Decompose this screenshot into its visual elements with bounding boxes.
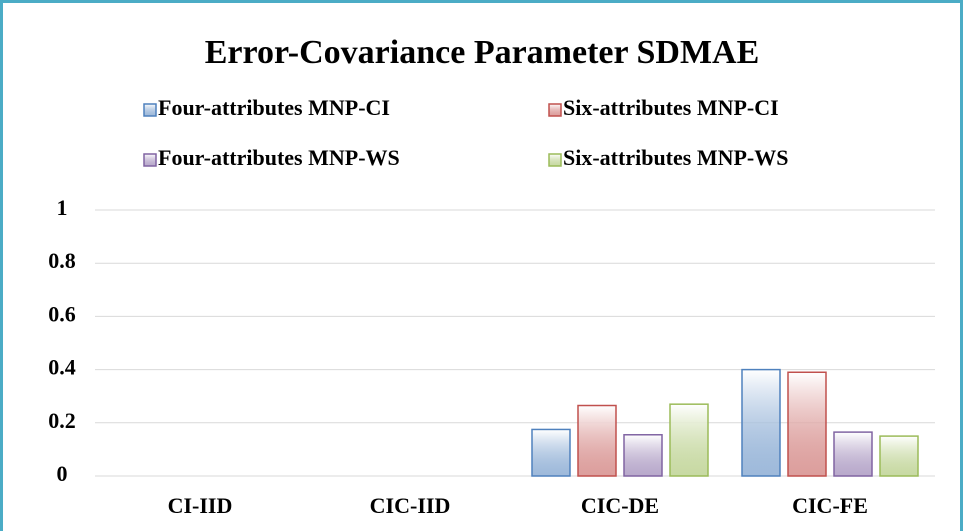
x-tick-label: CIC-IID: [370, 493, 451, 518]
y-tick-label: 0.8: [48, 248, 76, 273]
bar: [741, 368, 781, 477]
bar: [833, 431, 873, 477]
x-tick-label: CI-IID: [168, 493, 233, 518]
chart-title: Error-Covariance Parameter SDMAE: [205, 34, 760, 71]
bar: [669, 403, 709, 477]
y-tick-label: 1: [57, 195, 68, 220]
x-tick-label: CIC-FE: [792, 493, 868, 518]
y-tick-label: 0: [57, 461, 68, 486]
bar: [787, 371, 827, 477]
legend-swatch: [548, 103, 562, 117]
legend-label: Four-attributes MNP-WS: [158, 145, 400, 170]
legend-label: Four-attributes MNP-CI: [158, 95, 390, 120]
y-tick-label: 0.6: [48, 301, 76, 326]
bar: [879, 435, 919, 477]
x-tick-label: CIC-DE: [581, 493, 659, 518]
legend-label: Six-attributes MNP-WS: [563, 145, 788, 170]
bar: [623, 434, 663, 477]
bar: [531, 428, 571, 477]
y-tick-label: 0.4: [48, 355, 76, 380]
legend-swatch: [143, 153, 157, 167]
legend-label: Six-attributes MNP-CI: [563, 95, 779, 120]
y-tick-label: 0.2: [48, 408, 76, 433]
bar: [577, 404, 617, 477]
legend-swatch: [548, 153, 562, 167]
legend-swatch: [143, 103, 157, 117]
